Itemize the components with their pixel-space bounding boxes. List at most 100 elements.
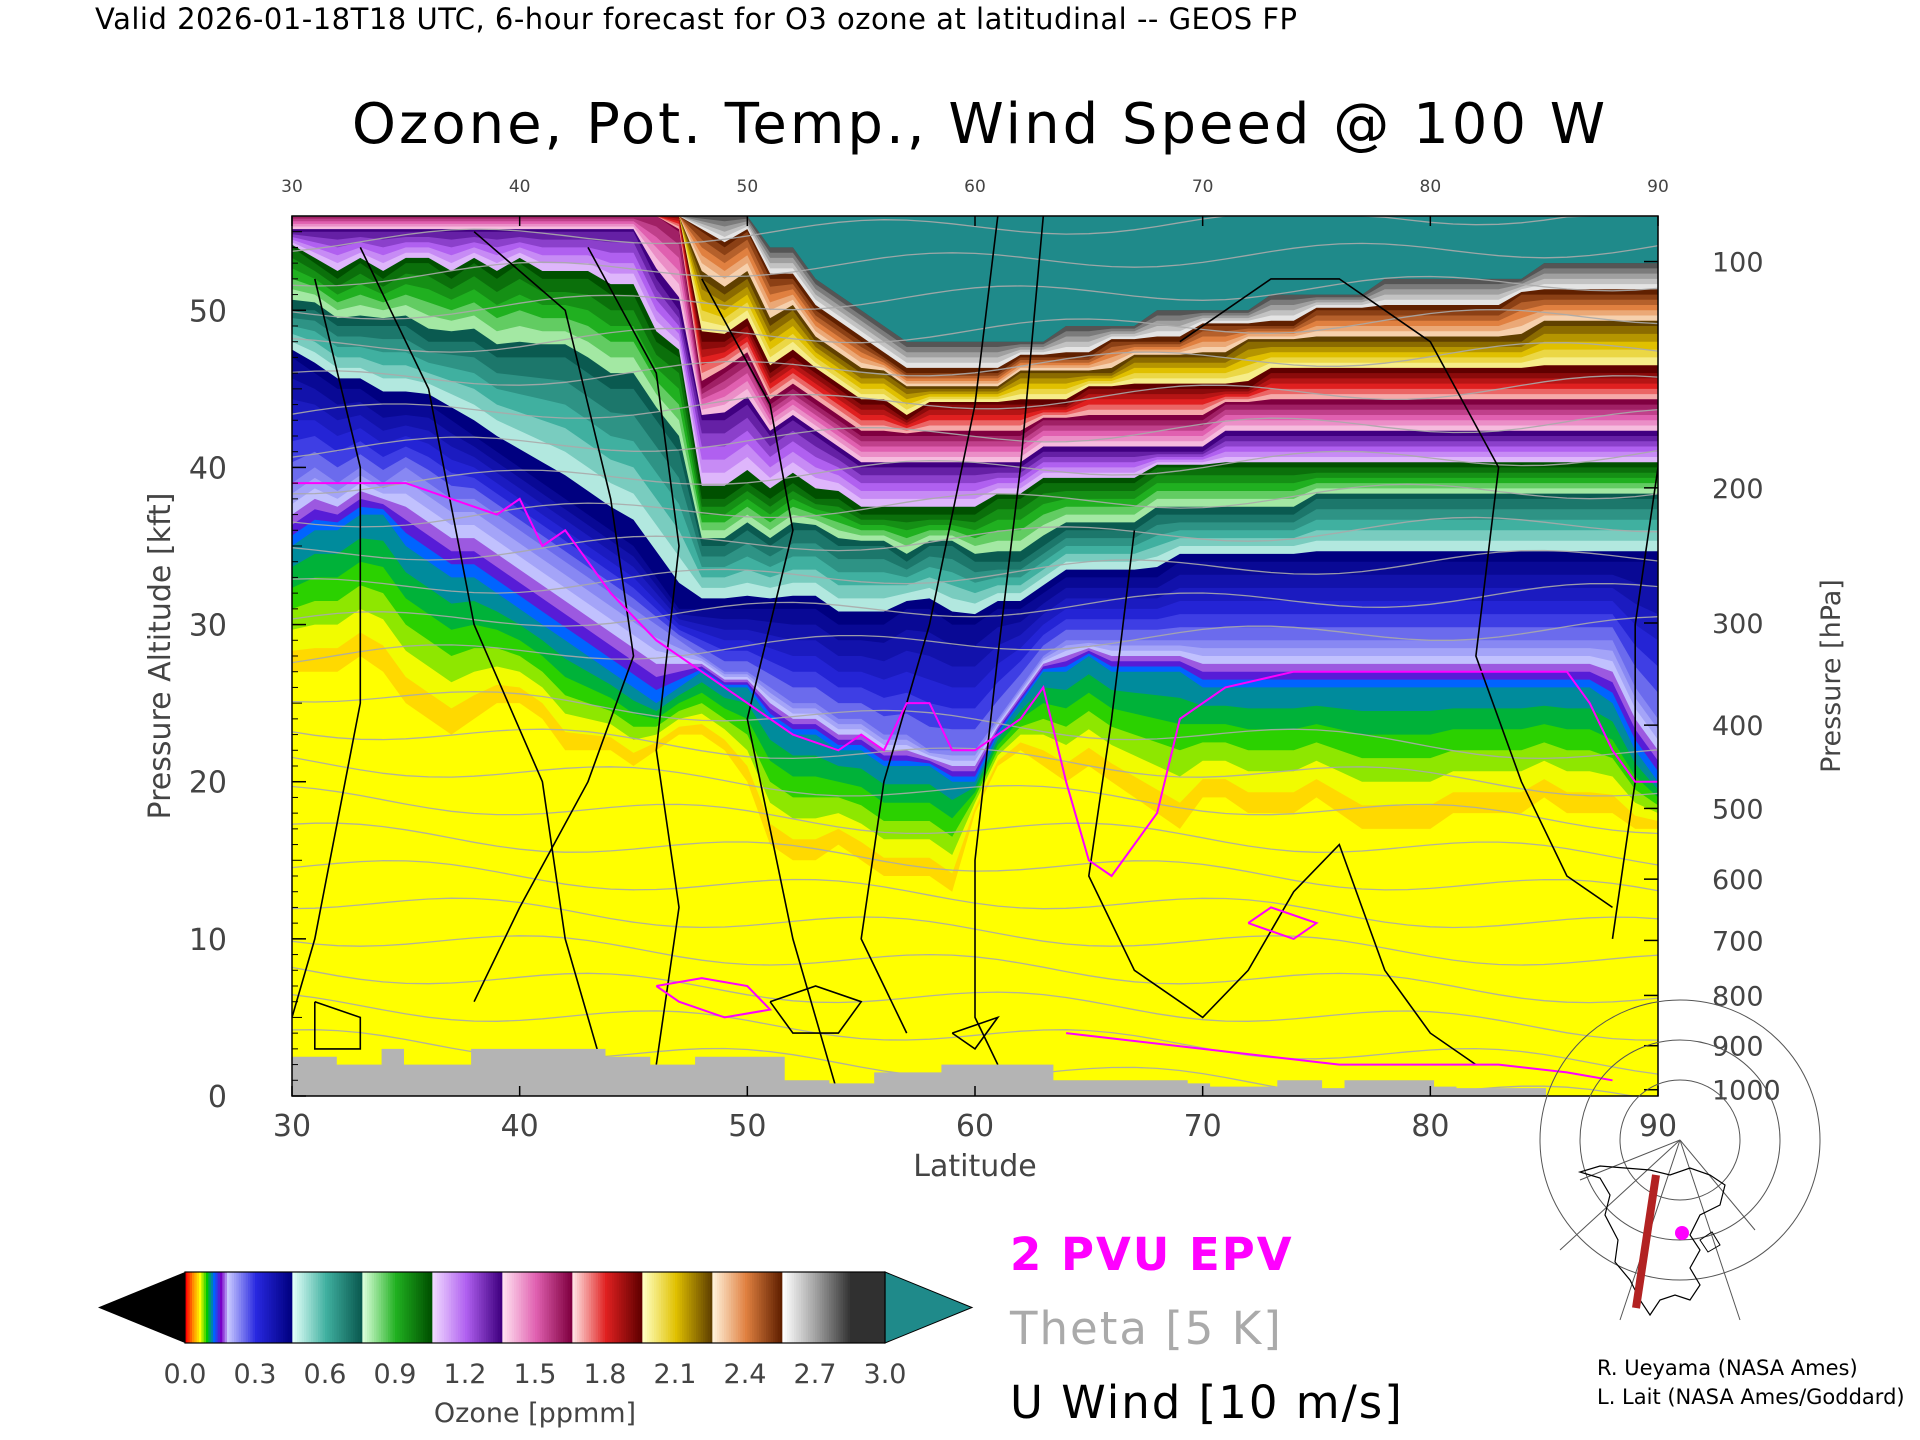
colorbar-cell [210,1272,214,1343]
colorbar-cell [553,1272,557,1343]
colorbar-cell [829,1272,832,1343]
colorbar-cell [467,1272,471,1343]
colorbar-cell [224,1272,228,1343]
colorbar-cell [194,1272,198,1343]
colorbar-cell [698,1272,702,1343]
colorbar-cell [350,1272,354,1343]
colorbar-cell [453,1272,457,1343]
colorbar-cell [728,1272,732,1343]
inset-meridian [1579,1139,1681,1181]
colorbar-cell [271,1272,275,1343]
colorbar-cell [327,1272,331,1343]
x-axis-label: Latitude [913,1149,1036,1184]
colorbar-cell [798,1272,802,1343]
u-wind-contour [473,231,635,1003]
colorbar-cell [831,1272,835,1343]
colorbar-cell [201,1272,205,1343]
terrain [292,1048,1658,1096]
colorbar-cell [719,1272,723,1343]
colorbar-cell [371,1272,375,1343]
colorbar-cell [238,1272,242,1343]
colorbar-cell [502,1272,506,1343]
colorbar-cell [696,1272,699,1343]
colorbar-cell [525,1272,529,1343]
colorbar-cell [318,1272,321,1343]
colorbar-cell [766,1272,769,1343]
colorbar-cell [626,1272,629,1343]
colorbar-cell [343,1272,347,1343]
colorbar-cell [577,1272,580,1343]
colorbar-cell [735,1272,739,1343]
colorbar-cell [812,1272,816,1343]
colorbar-cell [591,1272,594,1343]
colorbar-cell [376,1272,380,1343]
colorbar-cell [437,1272,440,1343]
theta-isentrope [292,549,1658,594]
colorbar-cell [280,1272,284,1343]
colorbar-cell [213,1272,216,1343]
colorbar-cell [189,1272,193,1343]
colorbar-cell [243,1272,247,1343]
legend-epv: 2 PVU EPV [1010,1228,1294,1281]
colorbar-cell [418,1272,422,1343]
colorbar-cell [817,1272,821,1343]
colorbar-cell [222,1272,226,1343]
colorbar-cell [852,1272,856,1343]
colorbar-cell [266,1272,270,1343]
colorbar-cell [185,1272,188,1343]
colorbar-cell [815,1272,818,1343]
colorbar-cell [259,1272,263,1343]
u-wind-contour [974,216,1045,1065]
colorbar-cell [822,1272,825,1343]
theta-isentrope [292,994,1658,1075]
colorbar-cell [257,1272,261,1343]
colorbar-cell [712,1272,716,1343]
colorbar-cell [479,1272,482,1343]
colorbar-cell [427,1272,431,1343]
colorbar-cell [313,1272,317,1343]
colorbar-tick-label: 1.8 [584,1359,627,1390]
colorbar-cell [570,1272,573,1343]
colorbar-cell [738,1272,741,1343]
colorbar-cell [311,1272,314,1343]
colorbar-cell [528,1272,531,1343]
colorbar-cell [220,1272,223,1343]
colorbar-cell [693,1272,697,1343]
colorbar-frame [184,1271,886,1344]
colorbar-cell [406,1272,410,1343]
colorbar-cell [859,1272,863,1343]
colorbar-cell [801,1272,804,1343]
colorbar-cell [413,1272,417,1343]
colorbar-cell [320,1272,324,1343]
pressure-tick-label: 700 [1712,926,1764,957]
colorbar-cell [595,1272,599,1343]
colorbar-cell [838,1272,842,1343]
colorbar-cell [472,1272,475,1343]
colorbar-cell [521,1272,524,1343]
colorbar-cell [308,1272,312,1343]
colorbar-cell [782,1272,786,1343]
colorbar-cell [290,1272,293,1343]
colorbar-cell [273,1272,277,1343]
colorbar-cell [381,1272,384,1343]
colorbar-cell [873,1272,877,1343]
colorbar-cell [439,1272,443,1343]
colorbar-cell [187,1272,191,1343]
colorbar-cell [581,1272,585,1343]
colorbar-cell [630,1272,634,1343]
colorbar-cell [444,1272,447,1343]
theta-isentrope [292,785,1658,866]
colorbar-cell [768,1272,772,1343]
colorbar-cell [717,1272,720,1343]
colorbar-cell [227,1272,230,1343]
colorbar-cell [819,1272,823,1343]
colorbar-cell [670,1272,674,1343]
u-wind-contour [1179,278,1613,909]
colorbar-cell [880,1272,884,1343]
colorbar-cell [483,1272,487,1343]
colorbar-cell [292,1272,296,1343]
colorbar-cell [336,1272,340,1343]
colorbar-cell [794,1272,797,1343]
colorbar-cell [397,1272,401,1343]
